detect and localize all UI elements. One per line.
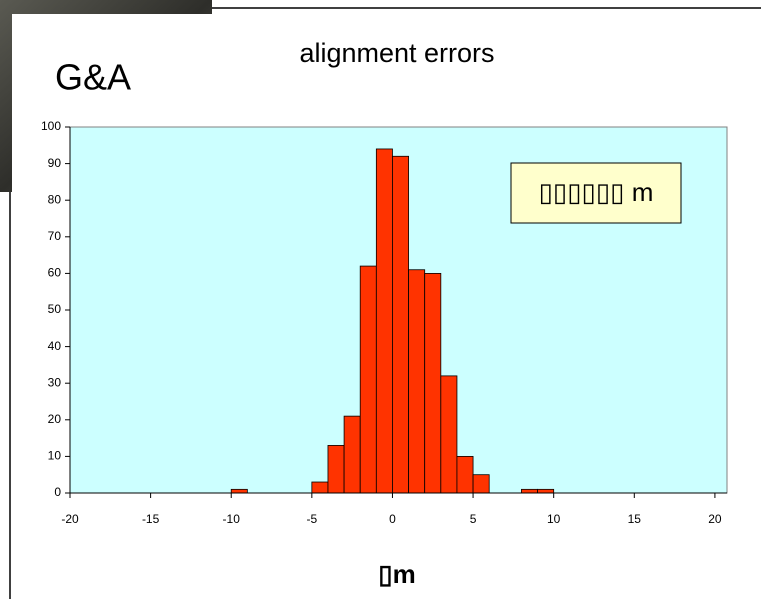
bar — [472, 474, 490, 494]
bar — [230, 488, 248, 494]
y-tick-label: 50 — [48, 302, 62, 316]
bar — [375, 148, 393, 494]
x-tick-label: 10 — [547, 512, 561, 526]
x-tick-label: -15 — [142, 512, 160, 526]
x-tick-label: 5 — [470, 512, 477, 526]
y-tick-label: 60 — [48, 266, 62, 280]
y-tick-label: 90 — [48, 156, 62, 170]
x-axis-label: ▯m — [378, 559, 415, 589]
bar — [327, 445, 345, 494]
y-tick-label: 20 — [48, 412, 62, 426]
y-tick-label: 10 — [48, 449, 62, 463]
bar — [408, 269, 426, 494]
y-tick-label: 80 — [48, 192, 62, 206]
bar — [392, 155, 409, 494]
bar — [537, 488, 555, 494]
bar — [456, 455, 474, 494]
chart-title: alignment errors — [299, 38, 494, 68]
bar — [359, 265, 377, 494]
bar — [440, 375, 458, 494]
x-tick-label: 0 — [389, 512, 396, 526]
bar — [311, 481, 329, 494]
x-tick-label: -20 — [61, 512, 79, 526]
y-tick-label: 0 — [54, 485, 61, 499]
y-tick-label: 100 — [41, 119, 61, 133]
y-tick-label: 30 — [48, 375, 62, 389]
x-tick-label: -5 — [307, 512, 318, 526]
y-tick-label: 70 — [48, 229, 62, 243]
bar — [521, 488, 538, 494]
x-tick-label: 15 — [628, 512, 642, 526]
y-tick-label: 40 — [48, 339, 62, 353]
x-tick-label: 20 — [708, 512, 722, 526]
annotation: ▯▯▯▯▯▯ m — [539, 177, 654, 207]
x-tick-label: -10 — [223, 512, 241, 526]
bar — [424, 272, 442, 494]
bar — [343, 415, 361, 494]
annotation-box — [510, 162, 682, 224]
slide-label: G&A — [55, 57, 131, 98]
